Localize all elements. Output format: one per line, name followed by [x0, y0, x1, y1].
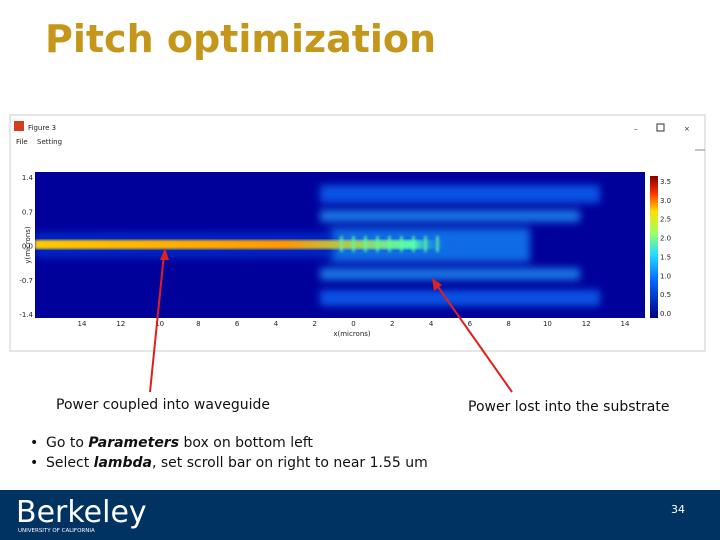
minimize[interactable]: –	[634, 125, 638, 133]
y-tick-label: -1.4	[19, 311, 33, 319]
colorbar-tick-label: 0.0	[660, 310, 671, 318]
colorbar-tick-label: 3.0	[660, 197, 671, 205]
arrowhead	[160, 248, 169, 260]
x-tick-label: 10	[155, 320, 164, 328]
x-tick-label: 12	[582, 320, 591, 328]
page-number: 34	[671, 503, 685, 516]
annotation: Power lost into the substrate	[468, 399, 669, 415]
x-axis-label: x(microns)	[333, 330, 371, 338]
colorbar-tick-label: 0.5	[660, 291, 671, 299]
bullet-part: Parameters	[88, 435, 179, 451]
y-tick-label: 0.7	[22, 208, 33, 216]
arrowhead	[432, 278, 442, 291]
bullet: Go to Parameters box on bottom left	[46, 435, 313, 451]
bullet-dot: •	[30, 455, 38, 471]
bullet: Select lambda, set scroll bar on right t…	[46, 455, 428, 471]
colorbar-tick-label: 3.5	[660, 178, 671, 186]
x-tick-label: 14	[78, 320, 87, 328]
bullet-part: Select	[46, 455, 94, 471]
menu-item[interactable]: Setting	[37, 138, 62, 146]
arrow	[149, 253, 165, 393]
bullet-part: , set scroll bar on right to near 1.55 u…	[152, 455, 428, 471]
bullet-part: box on bottom left	[179, 435, 313, 451]
maximize[interactable]	[656, 123, 665, 132]
colorbar-tick-label: 2.0	[660, 235, 671, 243]
x-tick-label: 14	[621, 320, 630, 328]
x-tick-label: 10	[543, 320, 552, 328]
bullet-dot: •	[30, 435, 38, 451]
x-tick-label: 12	[116, 320, 125, 328]
x-tick-label: 6	[468, 320, 473, 328]
footer-bar	[0, 490, 720, 540]
bullet-part: lambda	[94, 455, 152, 471]
x-tick-label: 2	[390, 320, 394, 328]
window-icon	[14, 121, 24, 131]
close[interactable]: ×	[684, 125, 690, 133]
y-tick-label: 0.0	[22, 243, 33, 251]
colorbar-tick-label: 1.5	[660, 253, 671, 261]
x-tick-label: 4	[429, 320, 434, 328]
y-tick-label: 1.4	[22, 174, 34, 182]
annotation: Power coupled into waveguide	[56, 397, 270, 413]
y-axis-label: y(microns)	[24, 226, 32, 264]
y-tick-label: -0.7	[19, 277, 33, 285]
x-tick-label: 6	[235, 320, 240, 328]
logo-sub: UNIVERSITY OF CALIFORNIA	[18, 528, 95, 534]
x-tick-label: 2	[312, 320, 316, 328]
window-title: Figure 3	[28, 124, 56, 132]
colorbar	[650, 176, 658, 318]
x-tick-label: 0	[351, 320, 355, 328]
arrow	[435, 283, 513, 393]
colorbar-tick-label: 1.0	[660, 272, 671, 280]
x-tick-label: 8	[196, 320, 200, 328]
slide-title: Pitch optimization	[45, 17, 436, 61]
x-tick-label: 4	[274, 320, 279, 328]
logo: Berkeley	[16, 495, 147, 530]
field-plot	[35, 172, 645, 318]
x-tick-label: 8	[506, 320, 510, 328]
colorbar-tick-label: 2.5	[660, 216, 671, 224]
bullet-part: Go to	[46, 435, 88, 451]
menu-item[interactable]: File	[16, 138, 28, 146]
